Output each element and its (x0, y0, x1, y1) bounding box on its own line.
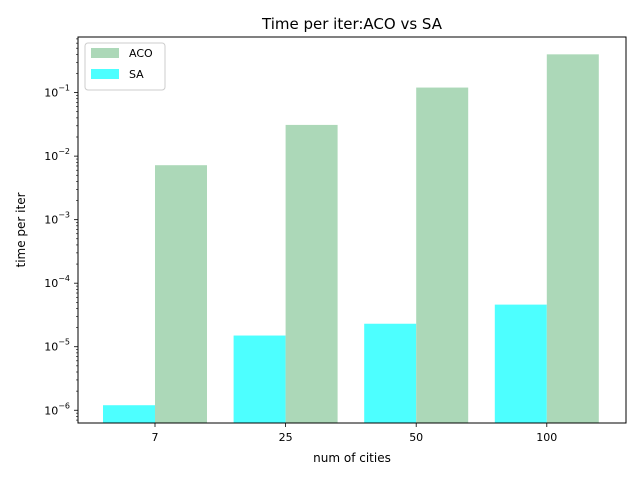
legend-label-sa: SA (129, 68, 144, 81)
y-axis-ticks: 10−6 10−5 10−4 10−3 10−2 10−1 (44, 38, 78, 421)
bar-sa-7 (103, 405, 155, 423)
legend-swatch-sa (91, 69, 119, 79)
bar-sa-50 (364, 323, 417, 423)
bar-aco-50 (416, 87, 469, 423)
bar-aco-100 (546, 54, 599, 423)
bar-aco-7 (155, 165, 207, 423)
legend-swatch-aco (91, 48, 119, 58)
x-tick-label-25: 25 (279, 431, 293, 444)
bar-sa-25 (233, 335, 286, 423)
x-axis-ticks: 7 25 50 100 (152, 423, 557, 444)
legend-label-aco: ACO (129, 47, 153, 60)
y-tick-label-5: 10−1 (44, 84, 70, 100)
y-tick-label-1: 10−5 (44, 338, 70, 354)
bar-aco-25 (285, 124, 338, 423)
x-axis-label: num of cities (313, 451, 391, 465)
y-tick-label-2: 10−4 (44, 274, 70, 290)
y-tick-label-4: 10−2 (44, 147, 70, 163)
bars-group (103, 54, 599, 423)
x-tick-label-100: 100 (536, 431, 557, 444)
plot-frame (77, 36, 627, 424)
bar-sa-100 (494, 304, 547, 423)
y-axis-label: time per iter (14, 192, 28, 267)
x-tick-label-7: 7 (152, 431, 159, 444)
y-tick-label-0: 10−6 (44, 401, 70, 417)
chart-title: Time per iter:ACO vs SA (261, 15, 443, 33)
x-tick-label-50: 50 (409, 431, 423, 444)
y-tick-label-3: 10−3 (44, 211, 70, 227)
legend: ACO SA (84, 42, 166, 91)
